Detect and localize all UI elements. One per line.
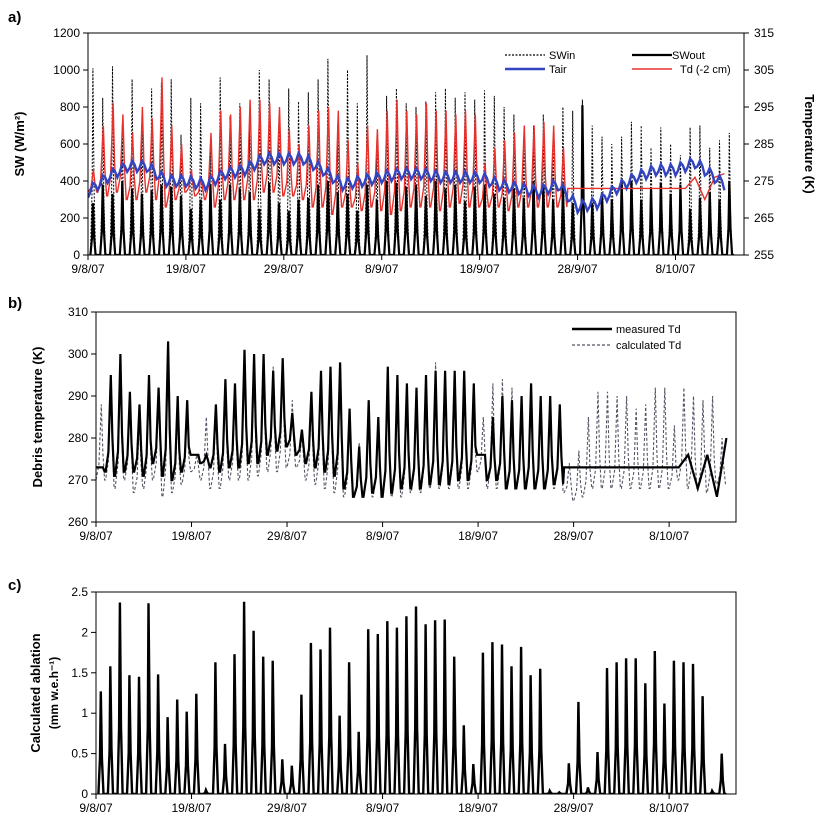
panel-b-left-ytick-label: 300	[68, 347, 88, 361]
panel-b-xtick-label: 28/9/07	[554, 529, 594, 543]
panel-c-xtick-label: 8/10/07	[649, 801, 689, 815]
legend-td-label: Td (-2 cm)	[680, 64, 731, 76]
series-measured-td	[96, 341, 728, 498]
panel-a-left-ytick-label: 200	[60, 211, 80, 225]
series-tair	[88, 150, 726, 216]
panel-c-ylabel: Calculated ablation	[28, 633, 43, 752]
panel-c-left-ytick-label: 2	[81, 625, 88, 639]
panel-c-label: c)	[8, 577, 21, 594]
series-swin	[89, 55, 735, 255]
panel-a-left-ytick-label: 400	[60, 174, 80, 188]
panel-b-xtick-label: 9/8/07	[79, 529, 113, 543]
panel-a-xtick-label: 19/8/07	[166, 262, 206, 276]
panel-a-axes: 9/8/07 19/8/07 29/8/07 8/9/07 18/9/07 28/9/07…	[53, 26, 774, 276]
panel-b-left-ytick-label: 280	[68, 431, 88, 445]
panel-c: c) 9/8/07 19/8/07 29/8/07 8/9/07 18/9/07 28/9…	[8, 577, 737, 815]
panel-a-right-ytick-label: 255	[754, 248, 774, 262]
panel-c-left-ytick-label: 2.5	[71, 585, 88, 599]
panel-a-right-ytick-label: 295	[754, 100, 774, 114]
panel-c-xtick-label: 8/9/07	[366, 801, 400, 815]
panel-a-series	[88, 55, 735, 255]
panel-b-xtick-label: 8/9/07	[366, 529, 400, 543]
panel-a-xtick-label: 8/9/07	[365, 262, 399, 276]
panel-c-series	[97, 601, 727, 794]
series-ablation	[97, 601, 727, 794]
panel-b-frame	[95, 311, 737, 523]
panel-c-frame	[95, 591, 737, 795]
panel-c-xtick-label: 19/8/07	[171, 801, 211, 815]
panel-c-xtick-label: 29/8/07	[267, 801, 307, 815]
panel-c-left-ytick-label: 0	[81, 787, 88, 801]
legend-swout-label: SWout	[672, 50, 705, 62]
panel-b-legend: measured Td calculated Td	[572, 324, 681, 352]
panel-b-label: b)	[8, 295, 22, 312]
panel-a-legend: SWin SWout Tair Td (-2 cm)	[505, 50, 731, 76]
panel-c-left-ytick-label: 1	[81, 706, 88, 720]
panel-b-axes: 9/8/07 19/8/07 29/8/07 8/9/07 18/9/07 28/9/07…	[68, 305, 690, 543]
panel-a-right-ytick-label: 305	[754, 63, 774, 77]
panel-c-xtick-label: 28/9/07	[554, 801, 594, 815]
panel-a-left-ytick-label: 600	[60, 137, 80, 151]
panel-a-xtick-label: 29/8/07	[264, 262, 304, 276]
series-td-2-cm	[88, 77, 725, 215]
panel-b-left-ytick-label: 260	[68, 515, 88, 529]
panel-b-left-ytick-label: 270	[68, 473, 88, 487]
panel-b-left-ytick-label: 310	[68, 305, 88, 319]
panel-a: a) 9/8/07 19/8/07 29/8/07 8/9/07 18/9/07 28/9…	[8, 9, 817, 276]
series-calculated-td	[96, 353, 727, 502]
panel-a-xtick-label: 28/9/07	[558, 262, 598, 276]
panel-a-right-ytick-label: 315	[754, 26, 774, 40]
panel-a-right-ytick-label: 285	[754, 137, 774, 151]
panel-a-xtick-label: 9/8/07	[71, 262, 105, 276]
panel-b-xtick-label: 8/10/07	[649, 529, 689, 543]
panel-a-right-ytick-label: 275	[754, 174, 774, 188]
panel-c-axes: 9/8/07 19/8/07 29/8/07 8/9/07 18/9/07 28/9/07…	[71, 585, 689, 815]
panel-a-label: a)	[8, 9, 21, 26]
panel-a-left-ytick-label: 1000	[53, 63, 80, 77]
panel-b-series	[96, 341, 728, 502]
panel-b-xtick-label: 29/8/07	[267, 529, 307, 543]
panel-b-left-ytick-label: 290	[68, 389, 88, 403]
panel-b: b) 9/8/07 19/8/07 29/8/07 8/9/07 18/9/07 28/9…	[8, 295, 737, 543]
panel-c-xtick-label: 9/8/07	[79, 801, 113, 815]
legend-tair-label: Tair	[549, 64, 567, 76]
panel-c-xtick-label: 18/9/07	[458, 801, 498, 815]
panel-b-xtick-label: 18/9/07	[458, 529, 498, 543]
panel-a-right-ytick-label: 265	[754, 211, 774, 225]
panel-b-ylabel: Debris temperature (K)	[30, 347, 45, 488]
panel-a-xtick-label: 18/9/07	[460, 262, 500, 276]
panel-a-ylabel: SW (W/m²)	[12, 112, 27, 177]
panel-a-left-ytick-label: 1200	[53, 26, 80, 40]
panel-c-left-ytick-label: 1.5	[71, 666, 88, 680]
legend-swin-label: SWin	[549, 50, 575, 62]
panel-c-left-ytick-label: 0.5	[71, 747, 88, 761]
panel-b-xtick-label: 19/8/07	[171, 529, 211, 543]
panel-a-left-ytick-label: 0	[73, 248, 80, 262]
panel-a-xtick-label: 8/10/07	[655, 262, 695, 276]
panel-a-left-ytick-label: 800	[60, 100, 80, 114]
panel-a-y2label: Temperature (K)	[802, 94, 817, 193]
legend-calculated-td-label: calculated Td	[616, 340, 681, 352]
panel-c-ylabel-units: (mm w.e.h⁻¹)	[47, 657, 61, 730]
legend-measured-td-label: measured Td	[616, 324, 681, 336]
